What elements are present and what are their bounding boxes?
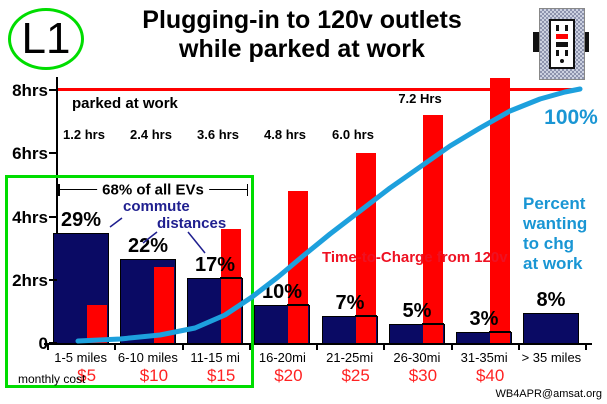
- y-axis-tick: [49, 216, 57, 218]
- y-axis-tick-label: 2hrs: [12, 271, 48, 290]
- monthly-cost-value: $15: [206, 366, 236, 385]
- monthly-cost-value: $30: [408, 366, 438, 385]
- time-to-charge-label: Time-to-Charge from 120v: [322, 249, 508, 266]
- y-axis-tick: [49, 152, 57, 154]
- commute-bar-top-edge: [422, 323, 444, 325]
- outlet-ear-right: [583, 32, 589, 52]
- hundred-percent-label: 100%: [544, 106, 598, 129]
- l1-level-badge: L1: [8, 8, 84, 70]
- monthly-cost-value: $20: [274, 366, 303, 385]
- x-axis-category-label: 11-15 mi: [190, 350, 240, 365]
- y-axis: [56, 77, 58, 344]
- percent-label: 8%: [536, 289, 566, 311]
- charge-time-bar: [221, 229, 241, 343]
- page-title: Plugging-in to 120v outlets while parked…: [62, 6, 542, 64]
- x-axis-category-label: 16-20mi: [258, 350, 306, 365]
- title-line-1: Plugging-in to 120v outlets: [142, 6, 462, 34]
- outlet-test-button-icon: [556, 41, 568, 47]
- x-axis-category-label: 6-10 miles: [117, 350, 178, 365]
- charge-time-bar: [288, 191, 308, 343]
- outlet-reset-button-icon: [556, 33, 568, 39]
- x-axis-tick: [518, 343, 520, 350]
- x-axis-tick: [383, 343, 385, 350]
- x-axis-tick: [451, 343, 453, 350]
- monthly-cost-value: $10: [139, 366, 169, 385]
- commute-bar: [523, 313, 579, 343]
- x-axis-tick: [249, 343, 251, 350]
- commute-bar-top-edge: [489, 331, 511, 333]
- y-axis-tick: [49, 342, 57, 344]
- outlet-face-icon: [549, 19, 575, 69]
- x-axis-tick: [585, 343, 587, 350]
- y-axis-tick-label: 6hrs: [12, 144, 48, 163]
- x-axis-tick: [316, 343, 318, 350]
- monthly-cost-value: $5: [77, 366, 97, 385]
- x-axis-category-label: 21-25mi: [326, 350, 374, 365]
- percent-label: 29%: [60, 209, 102, 231]
- y-axis-tick: [49, 89, 57, 91]
- credit-text: WB4APR@amsat.org: [495, 388, 602, 400]
- commute-bar-top-edge: [220, 277, 242, 279]
- x-axis: [44, 343, 592, 345]
- outlet-ground-hole-icon: [560, 59, 564, 64]
- x-axis-category-label: 26-30mi: [393, 350, 441, 365]
- charge-hours-label: 7.2 Hrs: [398, 91, 442, 106]
- monthly-cost-value: $40: [475, 366, 505, 385]
- l1-label: L1: [21, 14, 71, 63]
- commute-bar-top-edge: [287, 304, 309, 306]
- x-axis-category-label: 31-35mi: [460, 350, 508, 365]
- x-axis-tick: [47, 343, 49, 350]
- percent-wanting-label: Percent wanting to chg at work: [523, 194, 588, 273]
- charge-time-bar: [490, 78, 510, 343]
- y-axis-tick-label: 4hrs: [12, 208, 48, 227]
- y-axis-tick-label: 0: [38, 334, 48, 353]
- y-axis-tick: [49, 279, 57, 281]
- x-axis-category-label: > 35 miles: [521, 350, 582, 365]
- percent-label: 17%: [194, 254, 236, 276]
- commute-bar-top-edge: [355, 315, 377, 317]
- x-axis-tick: [114, 343, 116, 350]
- outlet-ear-left: [533, 32, 539, 52]
- monthly-cost-label: monthly cost: [18, 372, 86, 386]
- monthly-cost-value: $25: [341, 366, 370, 385]
- charge-time-bar: [87, 305, 107, 343]
- charge-hours-label: 6.0 hrs: [332, 127, 374, 142]
- x-axis-category-label: 1-5 miles: [54, 350, 107, 365]
- charge-time-bar: [154, 267, 174, 343]
- y-axis-tick-label: 8hrs: [12, 81, 48, 100]
- title-line-2: while parked at work: [179, 35, 425, 63]
- x-axis-tick: [182, 343, 184, 350]
